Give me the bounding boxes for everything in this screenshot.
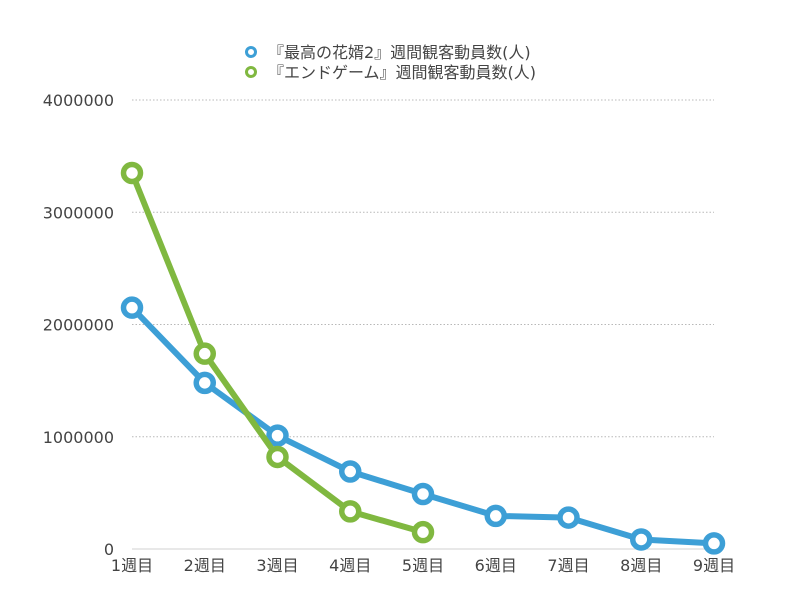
series-2 [120, 161, 435, 544]
x-tick-label: 8週目 [620, 556, 662, 575]
series-1 [120, 296, 726, 555]
y-tick-label: 4000000 [43, 91, 114, 110]
x-tick-label: 5週目 [402, 556, 444, 575]
gridlines [132, 99, 714, 438]
x-tick-label: 6週目 [475, 556, 517, 575]
data-point [702, 532, 726, 555]
x-tick-label: 7週目 [547, 556, 589, 575]
legend: 『最高の花婿2』週間観客動員数(人)『エンドゲーム』週間観客動員数(人) [245, 43, 536, 82]
x-tick-label: 4週目 [329, 556, 371, 575]
x-tick-label: 1週目 [111, 556, 153, 575]
data-point [120, 296, 144, 319]
legend-label: 『最高の花婿2』週間観客動員数(人) [268, 43, 531, 62]
y-tick-label: 1000000 [43, 428, 114, 447]
series-line [129, 304, 717, 547]
data-point [339, 500, 362, 523]
data-point [266, 445, 289, 469]
data-point [411, 482, 435, 506]
data-point [339, 460, 362, 483]
legend-label: 『エンドゲーム』週間観客動員数(人) [268, 63, 536, 82]
legend-marker [245, 46, 257, 58]
y-tick-label: 0 [104, 540, 114, 559]
x-axis: 1週目 2週目 3週目 4週目 5週目 6週目 7週目 8週目 9週目 [111, 548, 735, 575]
y-tick-label: 3000000 [43, 203, 114, 222]
data-point [193, 342, 216, 365]
data-point [411, 520, 435, 544]
data-point [266, 424, 289, 447]
legend-marker [245, 66, 257, 78]
x-tick-label: 9週目 [693, 556, 735, 575]
data-point [120, 161, 144, 185]
data-point [484, 504, 507, 528]
y-axis: 0 1000000 2000000 3000000 4000000 [43, 91, 114, 559]
data-point [557, 506, 580, 529]
x-tick-label: 2週目 [184, 556, 226, 575]
y-tick-label: 2000000 [43, 316, 114, 335]
x-tick-label: 3週目 [256, 556, 298, 575]
data-point [630, 528, 653, 551]
data-point [193, 371, 216, 395]
series-layer [120, 161, 726, 555]
